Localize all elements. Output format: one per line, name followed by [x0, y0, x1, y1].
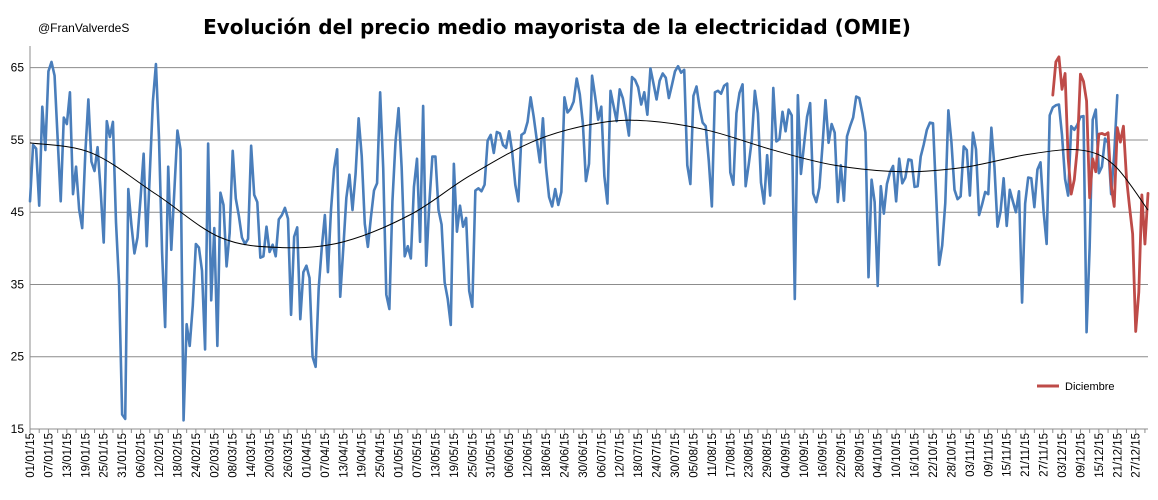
x-tick-label: 22/09/15 — [836, 433, 848, 478]
x-tick-label: 24/02/15 — [191, 433, 203, 478]
x-tick-label: 31/01/15 — [117, 433, 129, 478]
x-tick-label: 19/04/15 — [357, 433, 369, 478]
x-tick-label: 11/08/15 — [707, 433, 719, 477]
y-tick-label: 45 — [11, 205, 25, 219]
x-tick-label: 16/10/15 — [910, 433, 922, 478]
x-tick-label: 31/05/15 — [486, 433, 498, 478]
x-tick-label: 09/11/15 — [983, 433, 995, 477]
series-layer — [28, 55, 1150, 422]
x-tick-label: 25/01/15 — [99, 433, 111, 478]
x-tick-label: 05/08/15 — [688, 433, 700, 478]
x-tick-label: 06/07/15 — [596, 433, 608, 478]
y-axis-ticks: 15 25 35 45 55 65 — [11, 61, 25, 436]
x-axis: 01/01/15 07/01/15 13/01/15 19/01/15 25/01/15… — [25, 46, 1148, 478]
x-tick-label: 07/04/15 — [320, 433, 332, 478]
x-tick-label: 06/02/15 — [136, 433, 148, 478]
x-tick-label: 19/05/15 — [449, 433, 461, 478]
x-tick-label: 15/12/15 — [1094, 433, 1106, 478]
legend-label-diciembre: Diciembre — [1065, 381, 1115, 393]
x-tick-label: 27/11/15 — [1039, 433, 1051, 477]
x-tick-label: 08/03/15 — [228, 433, 240, 478]
x-tick-label: 23/08/15 — [744, 433, 756, 478]
x-tick-label: 07/05/15 — [412, 433, 424, 478]
x-tick-label: 30/06/15 — [578, 433, 590, 478]
series-line-diciembre — [1051, 55, 1150, 333]
x-tick-label: 18/02/15 — [172, 433, 184, 478]
x-tick-label: 29/08/15 — [762, 433, 774, 478]
credit-label: @FranValverdeS — [38, 21, 129, 35]
x-tick-label: 12/06/15 — [523, 433, 535, 478]
x-tick-label: 21/12/15 — [1112, 433, 1124, 478]
x-tick-label: 19/01/15 — [80, 433, 92, 478]
x-tick-label: 01/01/15 — [25, 433, 37, 478]
x-tick-label: 25/05/15 — [467, 433, 479, 478]
x-tick-label: 18/06/15 — [541, 433, 553, 478]
x-tick-label: 25/04/15 — [375, 433, 387, 478]
chart-title: Evolución del precio medio mayorista de … — [203, 15, 911, 39]
x-tick-label: 04/09/15 — [781, 433, 793, 478]
x-tick-label: 28/10/15 — [946, 433, 958, 478]
x-tick-label: 10/09/15 — [799, 433, 811, 478]
x-tick-label: 28/09/15 — [854, 433, 866, 478]
x-tick-label: 15/11/15 — [1002, 433, 1014, 477]
x-tick-label: 24/07/15 — [652, 433, 664, 478]
x-tick-label: 24/06/15 — [559, 433, 571, 478]
x-tick-label: 18/07/15 — [633, 433, 645, 478]
x-tick-label: 30/07/15 — [670, 433, 682, 478]
x-tick-label: 13/05/15 — [430, 433, 442, 478]
legend: Diciembre — [1037, 381, 1115, 393]
x-tick-label: 03/11/15 — [965, 433, 977, 477]
y-tick-label: 15 — [11, 422, 25, 436]
x-tick-label: 20/03/15 — [265, 433, 277, 478]
y-tick-label: 35 — [11, 277, 25, 291]
x-tick-label: 21/11/15 — [1020, 433, 1032, 477]
x-tick-label: 22/10/15 — [928, 433, 940, 478]
x-tick-label: 26/03/15 — [283, 433, 295, 478]
series-line-main — [28, 60, 1119, 422]
x-tick-label: 12/02/15 — [154, 433, 166, 478]
series-line-trend — [29, 119, 1149, 249]
x-tick-label: 01/05/15 — [394, 433, 406, 478]
x-tick-label: 06/06/15 — [504, 433, 516, 478]
x-tick-label: 14/03/15 — [246, 433, 258, 478]
x-tick-label: 17/08/15 — [725, 433, 737, 478]
x-tick-label: 02/03/15 — [209, 433, 221, 478]
x-tick-label: 27/12/15 — [1131, 433, 1143, 478]
x-tick-label: 09/12/15 — [1075, 433, 1087, 478]
x-tick-label: 04/10/15 — [873, 433, 885, 478]
x-tick-label: 03/12/15 — [1057, 433, 1069, 478]
y-tick-label: 55 — [11, 133, 25, 147]
x-tick-label: 12/07/15 — [615, 433, 627, 478]
x-tick-label: 10/10/15 — [891, 433, 903, 478]
x-tick-label: 13/01/15 — [62, 433, 74, 478]
x-tick-label: 01/04/15 — [301, 433, 313, 478]
x-tick-label: 13/04/15 — [338, 433, 350, 478]
x-tick-label: 16/09/15 — [817, 433, 829, 478]
x-tick-label: 07/01/15 — [43, 433, 55, 478]
y-tick-label: 25 — [11, 350, 25, 364]
y-tick-label: 65 — [11, 61, 25, 75]
